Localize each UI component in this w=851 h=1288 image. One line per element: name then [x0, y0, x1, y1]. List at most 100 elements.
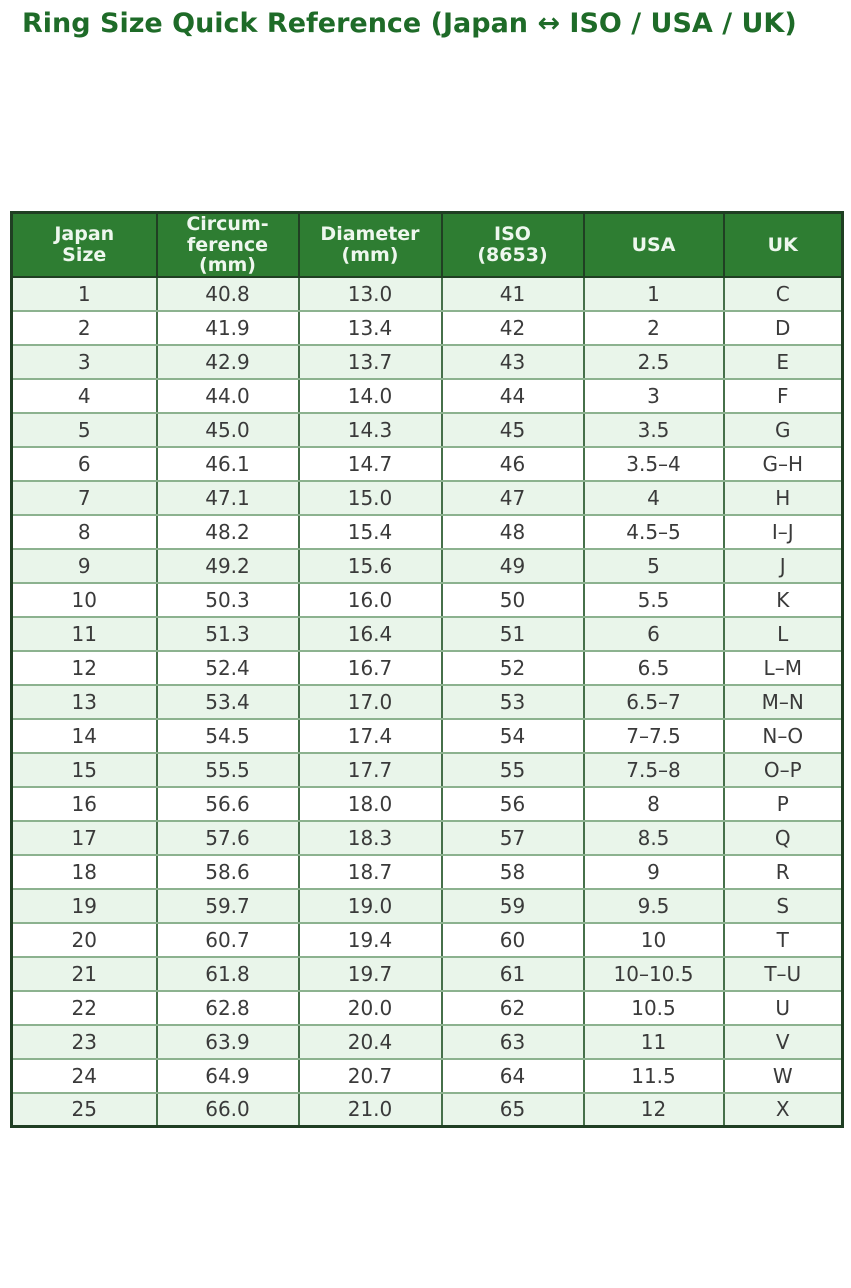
column-header: Circum- ference (mm): [155, 211, 300, 278]
table-cell: 61.8: [155, 955, 300, 992]
table-cell: 13.0: [297, 275, 443, 312]
table-cell: 66.0: [155, 1091, 300, 1128]
table-row: 11 51.3 16.4 51 6 L: [10, 615, 844, 652]
table-row: 5 45.0 14.3 45 3.5 G: [10, 411, 844, 448]
table-cell: 17.7: [297, 751, 443, 788]
table-cell: L: [722, 615, 844, 652]
table-cell: J: [722, 547, 844, 584]
table-cell: 23: [10, 1023, 158, 1060]
table-cell: 46.1: [155, 445, 300, 482]
table-cell: 53: [440, 683, 585, 720]
table-cell: R: [722, 853, 844, 890]
table-cell: 55.5: [155, 751, 300, 788]
table-cell: 3.5–4: [582, 445, 725, 482]
table-row: 13 53.4 17.0 53 6.5–7 M–N: [10, 683, 844, 720]
table-cell: 53.4: [155, 683, 300, 720]
table-cell: 6: [582, 615, 725, 652]
table-cell: 21.0: [297, 1091, 443, 1128]
table-cell: G–H: [722, 445, 844, 482]
table-cell: 57.6: [155, 819, 300, 856]
table-cell: 8: [582, 785, 725, 822]
table-cell: 14.0: [297, 377, 443, 414]
table-cell: 10.5: [582, 989, 725, 1026]
table-cell: 65: [440, 1091, 585, 1128]
table-cell: 19: [10, 887, 158, 924]
table-cell: 22: [10, 989, 158, 1026]
table-cell: 9: [582, 853, 725, 890]
table-cell: 51.3: [155, 615, 300, 652]
table-cell: 8.5: [582, 819, 725, 856]
table-cell: 42: [440, 309, 585, 346]
table-cell: 45.0: [155, 411, 300, 448]
table-row: 12 52.4 16.7 52 6.5 L–M: [10, 649, 844, 686]
column-header: Diameter (mm): [297, 211, 443, 278]
table-cell: 58.6: [155, 853, 300, 890]
table-cell: 16.4: [297, 615, 443, 652]
table-cell: 60: [440, 921, 585, 958]
table-cell: 62.8: [155, 989, 300, 1026]
table-cell: 46: [440, 445, 585, 482]
table-cell: 2: [10, 309, 158, 346]
table-cell: 16.7: [297, 649, 443, 686]
table-cell: 20.0: [297, 989, 443, 1026]
table-cell: 16: [10, 785, 158, 822]
table-cell: 54.5: [155, 717, 300, 754]
table-cell: X: [722, 1091, 844, 1128]
table-cell: O–P: [722, 751, 844, 788]
table-cell: 14.7: [297, 445, 443, 482]
table-cell: C: [722, 275, 844, 312]
table-cell: 55: [440, 751, 585, 788]
table-row: 8 48.2 15.4 48 4.5–5 I–J: [10, 513, 844, 550]
table-cell: E: [722, 343, 844, 380]
table-cell: 56: [440, 785, 585, 822]
table-header: Japan Size Circum- ference (mm) Diameter (…: [10, 211, 844, 278]
table-row: 7 47.1 15.0 47 4 H: [10, 479, 844, 516]
table-cell: 25: [10, 1091, 158, 1128]
table-cell: 56.6: [155, 785, 300, 822]
table-cell: 6.5: [582, 649, 725, 686]
table-cell: 17.0: [297, 683, 443, 720]
table-cell: 57: [440, 819, 585, 856]
table-cell: H: [722, 479, 844, 516]
table-cell: 61: [440, 955, 585, 992]
table-cell: 48.2: [155, 513, 300, 550]
table-cell: 51: [440, 615, 585, 652]
table-cell: 5: [582, 547, 725, 584]
table-cell: 1: [10, 275, 158, 312]
table-cell: 21: [10, 955, 158, 992]
table-cell: 10: [582, 921, 725, 958]
table-cell: G: [722, 411, 844, 448]
table-cell: 13.4: [297, 309, 443, 346]
table-cell: 2: [582, 309, 725, 346]
column-header: UK: [722, 211, 844, 278]
table-cell: 17: [10, 819, 158, 856]
table-cell: 11.5: [582, 1057, 725, 1094]
table-cell: N–O: [722, 717, 844, 754]
table-cell: 10–10.5: [582, 955, 725, 992]
table-cell: L–M: [722, 649, 844, 686]
table-cell: 41: [440, 275, 585, 312]
table-cell: 63: [440, 1023, 585, 1060]
table-cell: 63.9: [155, 1023, 300, 1060]
table-cell: 20.4: [297, 1023, 443, 1060]
table-cell: Q: [722, 819, 844, 856]
table-cell: 5.5: [582, 581, 725, 618]
table-cell: 18.3: [297, 819, 443, 856]
table-row: 18 58.6 18.7 58 9 R: [10, 853, 844, 890]
table-cell: 20.7: [297, 1057, 443, 1094]
table-cell: 17.4: [297, 717, 443, 754]
table-row: 6 46.1 14.7 46 3.5–4 G–H: [10, 445, 844, 482]
table-cell: 49: [440, 547, 585, 584]
table-cell: 16.0: [297, 581, 443, 618]
table-cell: 4: [10, 377, 158, 414]
table-cell: 50.3: [155, 581, 300, 618]
table-cell: 18: [10, 853, 158, 890]
table-cell: 2.5: [582, 343, 725, 380]
table-cell: 11: [10, 615, 158, 652]
table-cell: 44: [440, 377, 585, 414]
table-cell: F: [722, 377, 844, 414]
table-cell: 19.0: [297, 887, 443, 924]
header-row: Japan Size Circum- ference (mm) Diameter (…: [10, 211, 844, 278]
table-row: 10 50.3 16.0 50 5.5 K: [10, 581, 844, 618]
table-row: 15 55.5 17.7 55 7.5–8 O–P: [10, 751, 844, 788]
